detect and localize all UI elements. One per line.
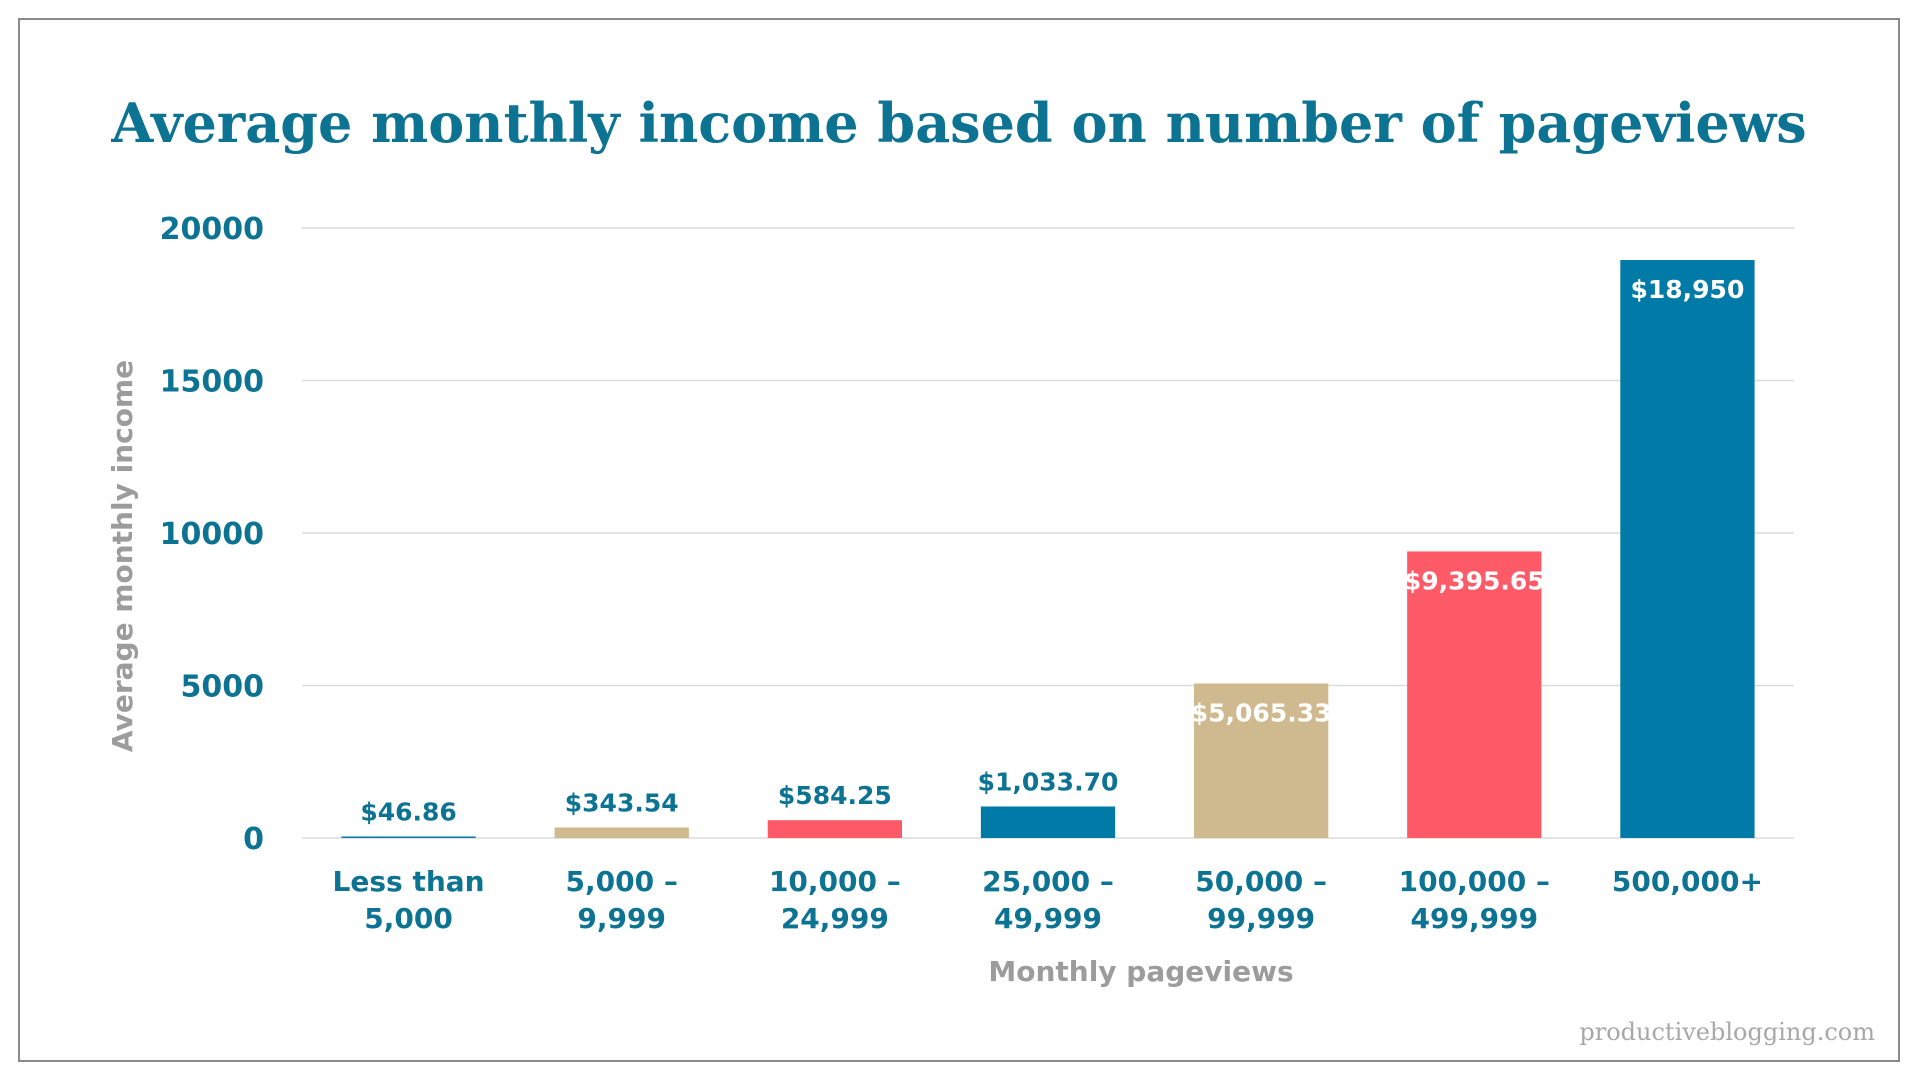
bar xyxy=(554,827,689,838)
y-tick-label: 15000 xyxy=(160,365,264,400)
bar xyxy=(1620,260,1755,838)
data-label: $343.54 xyxy=(565,789,679,818)
data-label: $18,950 xyxy=(1630,275,1744,304)
x-tick-label: Less than 5,000 xyxy=(333,865,485,935)
y-tick-label: 0 xyxy=(243,822,264,857)
bar xyxy=(767,820,902,838)
x-axis-label: Monthly pageviews xyxy=(988,955,1293,988)
y-axis-label: Average monthly income xyxy=(106,360,139,752)
data-label: $46.86 xyxy=(360,798,456,827)
data-label: $9,395.65 xyxy=(1404,566,1545,595)
bar xyxy=(980,806,1116,838)
data-label: $1,033.70 xyxy=(978,767,1119,796)
x-tick-label: 500,000+ xyxy=(1612,865,1763,898)
chart-title: Average monthly income based on number o… xyxy=(110,91,1806,155)
bar xyxy=(341,836,476,838)
y-tick-label: 5000 xyxy=(181,670,265,705)
watermark: productiveblogging.com xyxy=(1579,1018,1875,1046)
bar xyxy=(1407,551,1542,838)
x-axis-categories: Less than 5,000 5,000 –9,999 10,000 –24,999… xyxy=(333,865,1763,935)
data-labels: $46.86 $343.54 $584.25 $1,033.70 $5,065.33 $9… xyxy=(360,275,1744,827)
chart-frame: $46.86 $343.54 $584.25 $1,033.70 $5,065.33 $9… xyxy=(18,18,1900,1062)
x-tick-label: 100,000 –499,999 xyxy=(1399,865,1550,935)
x-tick-label: 25,000 –49,999 xyxy=(982,865,1114,935)
data-label: $5,065.33 xyxy=(1191,699,1332,728)
y-tick-label: 20000 xyxy=(160,212,264,247)
bar xyxy=(1194,683,1329,838)
x-tick-label: 50,000 –99,999 xyxy=(1195,865,1327,935)
grid-lines xyxy=(302,227,1794,839)
data-label: $584.25 xyxy=(778,781,892,810)
bars xyxy=(341,260,1755,838)
y-axis-ticks: 0 5000 10000 15000 20000 xyxy=(160,212,264,857)
y-tick-label: 10000 xyxy=(160,517,264,552)
x-tick-label: 10,000 –24,999 xyxy=(769,865,901,935)
bar-chart: $46.86 $343.54 $584.25 $1,033.70 $5,065.33 $9… xyxy=(106,91,1875,1046)
x-tick-label: 5,000 –9,999 xyxy=(566,865,678,935)
